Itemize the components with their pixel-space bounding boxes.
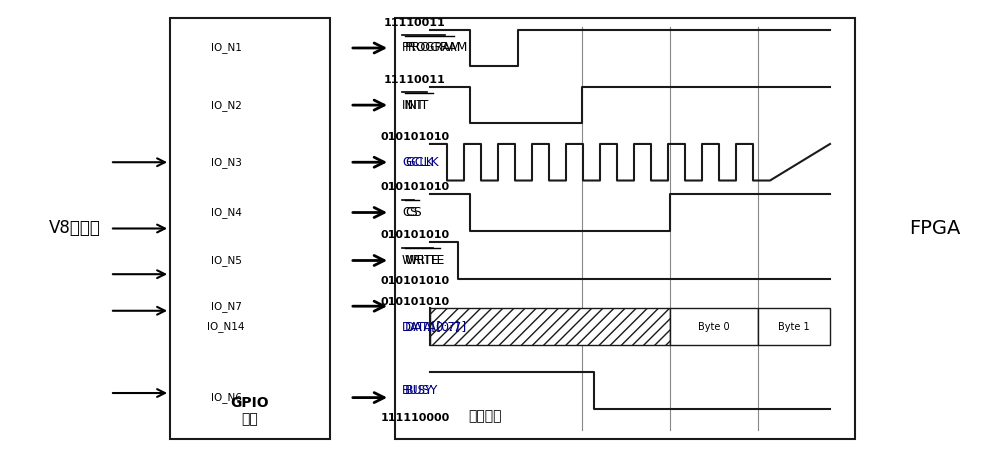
Text: BUSY: BUSY bbox=[405, 384, 438, 397]
Text: DATA[0:7]: DATA[0:7] bbox=[402, 320, 460, 333]
Text: INIT: INIT bbox=[402, 99, 425, 112]
Bar bbox=[170, 18, 330, 439]
Text: GPIO
接口: GPIO 接口 bbox=[231, 396, 269, 426]
Text: IO_N14: IO_N14 bbox=[207, 321, 245, 332]
Bar bbox=[670, 308, 758, 345]
Text: 010101010: 010101010 bbox=[380, 230, 450, 240]
Text: FPGA: FPGA bbox=[909, 219, 961, 238]
Text: 010101010: 010101010 bbox=[380, 182, 450, 192]
Text: CS: CS bbox=[405, 206, 422, 219]
Text: IO_N7: IO_N7 bbox=[211, 301, 241, 312]
Text: IO_N3: IO_N3 bbox=[211, 157, 241, 168]
Text: GCLK: GCLK bbox=[405, 156, 439, 169]
Text: 010101010: 010101010 bbox=[380, 276, 450, 286]
Text: IO_N5: IO_N5 bbox=[211, 255, 241, 266]
Text: 111110000: 111110000 bbox=[380, 413, 450, 423]
Text: GCLK: GCLK bbox=[402, 156, 434, 169]
Text: IO_N2: IO_N2 bbox=[211, 100, 241, 111]
Text: 11110011: 11110011 bbox=[384, 18, 446, 28]
Bar bbox=[758, 308, 830, 345]
Text: DATA[0:7]: DATA[0:7] bbox=[405, 320, 467, 333]
Text: INIT: INIT bbox=[405, 99, 429, 112]
Text: V8处理器: V8处理器 bbox=[49, 219, 101, 238]
Text: 010101010: 010101010 bbox=[380, 132, 450, 142]
Text: IO_N4: IO_N4 bbox=[211, 207, 241, 218]
Text: Byte 0: Byte 0 bbox=[698, 322, 730, 332]
Text: 11110011: 11110011 bbox=[384, 75, 446, 85]
Text: WRITE: WRITE bbox=[402, 254, 440, 267]
Text: PROGRAM: PROGRAM bbox=[405, 42, 468, 54]
Text: WRITE: WRITE bbox=[405, 254, 445, 267]
Text: BUSY: BUSY bbox=[402, 384, 433, 397]
Text: 配置接口: 配置接口 bbox=[468, 409, 502, 423]
Bar bbox=[395, 18, 855, 439]
Bar bbox=[430, 308, 670, 345]
Text: CS: CS bbox=[402, 206, 418, 219]
Text: IO_N1: IO_N1 bbox=[211, 43, 241, 53]
Text: IO_N6: IO_N6 bbox=[211, 392, 241, 403]
Text: PROGRAM: PROGRAM bbox=[402, 42, 461, 54]
Text: 010101010: 010101010 bbox=[380, 297, 450, 307]
Text: Byte 1: Byte 1 bbox=[778, 322, 810, 332]
